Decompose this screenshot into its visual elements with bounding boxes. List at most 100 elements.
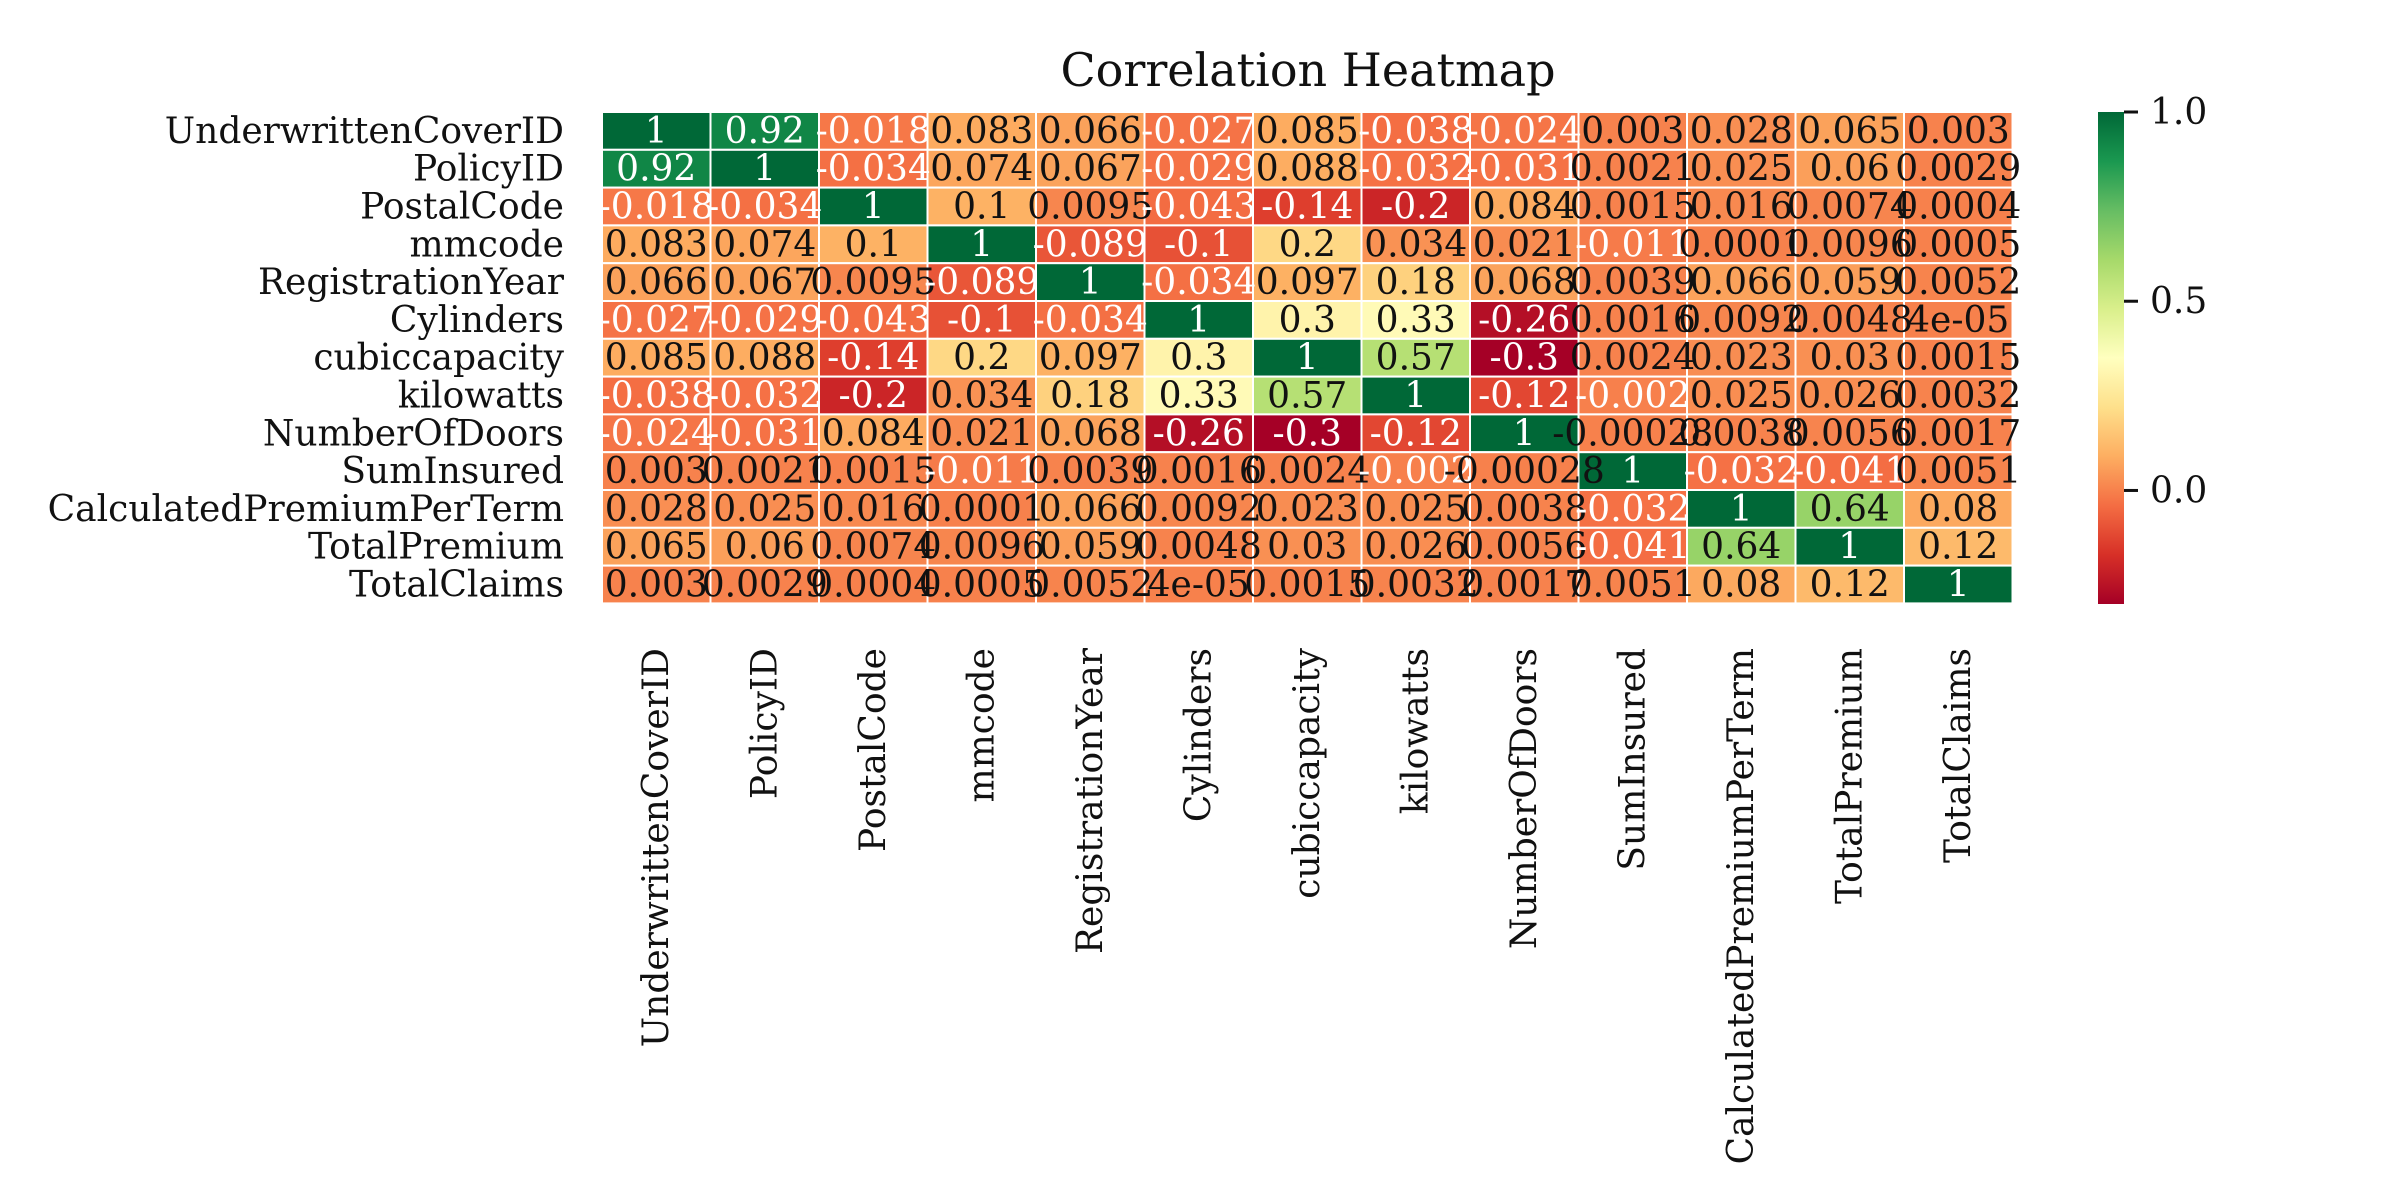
heatmap-cell-label: -0.2 — [1381, 187, 1450, 228]
heatmap-cell-label: 0.066 — [1039, 111, 1142, 152]
heatmap-cell-label: 0.026 — [1364, 527, 1467, 568]
heatmap-cell — [1794, 224, 1905, 265]
heatmap-cell — [1794, 300, 1905, 340]
heatmap-cell-label: -0.14 — [827, 338, 919, 379]
heatmap-cell — [1360, 111, 1471, 151]
heatmap-cell-label: 0.0074 — [810, 527, 936, 568]
heatmap-cell — [601, 111, 712, 151]
heatmap-cell-label: 1 — [1296, 338, 1319, 379]
row-label: TotalPremium — [308, 527, 564, 568]
heatmap-cell — [1360, 564, 1471, 605]
heatmap-cell-label: 0.92 — [725, 111, 805, 152]
heatmap-cell-label: -0.027 — [599, 300, 714, 341]
heatmap-cell-label: 0.066 — [1039, 489, 1142, 530]
column-label: TotalClaims — [1938, 648, 1979, 863]
heatmap-cell — [818, 148, 929, 189]
heatmap-cell — [926, 375, 1037, 416]
heatmap-cell-labels: 1 0.92 -0.018 0.083 0.066 -0.027 0.085 -0.038-0… — [599, 111, 2022, 606]
heatmap-cell-label: -0.3 — [1273, 413, 1342, 454]
heatmap-cell-label: 0.0016 — [1136, 451, 1262, 492]
heatmap-cell-label: -0.26 — [1478, 300, 1570, 341]
heatmap-cell-label: 0.083 — [930, 111, 1033, 152]
heatmap-cell-label: 0.068 — [1473, 262, 1576, 303]
heatmap-cell — [926, 300, 1037, 340]
heatmap-cell-label: 0.025 — [713, 489, 816, 530]
heatmap-cell-label: -0.031 — [1467, 149, 1582, 190]
heatmap-cell-label: 0.64 — [1810, 489, 1890, 530]
column-label: UnderwrittenCoverID — [636, 648, 677, 1047]
heatmap-cell-label: 0.084 — [822, 413, 925, 454]
heatmap-cell — [709, 489, 820, 529]
heatmap-cell-label: -0.043 — [1141, 187, 1256, 228]
heatmap-cell-label: -0.041 — [1792, 451, 1907, 492]
heatmap-cell-label: 0.0095 — [810, 262, 936, 303]
column-label: SumInsured — [1612, 648, 1653, 871]
heatmap-cell-label: 0.021 — [1473, 224, 1576, 265]
heatmap-cell — [1577, 300, 1688, 340]
heatmap-cell-label: 0.023 — [1690, 338, 1793, 379]
heatmap-cell-label: 0.0056 — [1787, 413, 1913, 454]
heatmap-cell-label: 0.2 — [953, 338, 1010, 379]
colorbar-tick-label: 0.0 — [2150, 470, 2207, 511]
heatmap-cell — [1469, 300, 1580, 340]
heatmap-cell — [1252, 526, 1363, 567]
heatmap-cell-label: 0.33 — [1159, 376, 1239, 417]
heatmap-cell-label: 0.0039 — [1570, 262, 1696, 303]
heatmap-cell-label: 4e-05 — [1907, 300, 2009, 341]
heatmap-cell — [1903, 148, 2014, 189]
heatmap-cell-label: 1 — [1947, 565, 1970, 606]
heatmap-cell-label: -0.032 — [1358, 149, 1473, 190]
heatmap-cell-label: 0.088 — [713, 338, 816, 379]
heatmap-cell — [1035, 564, 1146, 605]
heatmap-cell-label: 0.034 — [1364, 224, 1467, 265]
heatmap-cell-label: 0.003 — [605, 565, 708, 606]
column-label: RegistrationYear — [1070, 647, 1111, 954]
heatmap-cell-label: 0.0052 — [1895, 262, 2021, 303]
heatmap-cell-label: -0.034 — [1141, 262, 1256, 303]
heatmap-cell-label: 0.0021 — [702, 451, 828, 492]
heatmap-cell-label: 0.067 — [713, 262, 816, 303]
heatmap-cell-label: 0.059 — [1798, 262, 1901, 303]
heatmap-cell-label: 0.57 — [1376, 338, 1456, 379]
heatmap-cell — [1794, 451, 1905, 492]
heatmap-cell — [1143, 224, 1254, 265]
heatmap-cell — [1360, 413, 1471, 454]
heatmap-cell — [1903, 337, 2014, 378]
heatmap-cell — [1252, 300, 1363, 340]
heatmap-cell — [1360, 300, 1471, 340]
column-label: kilowatts — [1395, 648, 1436, 814]
heatmap-cell — [1360, 375, 1471, 416]
heatmap-cell — [1686, 337, 1797, 378]
heatmap-cell — [818, 186, 929, 227]
heatmap-cell — [1903, 224, 2014, 265]
heatmap-cell — [1686, 375, 1797, 416]
column-label: CalculatedPremiumPerTerm — [1721, 648, 1762, 1164]
heatmap-cell-label: -0.029 — [707, 300, 822, 341]
colorbar: 0.0 0.5 1.0 — [2098, 92, 2207, 604]
row-label: PostalCode — [360, 187, 564, 228]
heatmap-cell-label: 0.08 — [1918, 489, 1998, 530]
heatmap-cell — [1469, 224, 1580, 265]
heatmap-cell-label: 0.034 — [930, 376, 1033, 417]
heatmap-cell-label: 0.074 — [713, 224, 816, 265]
heatmap-cell-label: 0.085 — [1256, 111, 1359, 152]
heatmap-cell — [1794, 413, 1905, 454]
heatmap-cell — [818, 337, 929, 378]
row-label: NumberOfDoors — [263, 413, 564, 454]
heatmap-cell-label: 0.028 — [1690, 111, 1793, 152]
heatmap-cell-label: 0.0004 — [1895, 187, 2021, 228]
heatmap-cell-label: 0.33 — [1376, 300, 1456, 341]
heatmap-cell-label: 0.0056 — [1461, 527, 1587, 568]
heatmap-cell — [1252, 564, 1363, 605]
heatmap-cell-label: 1 — [753, 149, 776, 190]
heatmap-cell-label: -0.002 — [1575, 376, 1690, 417]
heatmap-cell-label: -0.031 — [707, 413, 822, 454]
heatmap-cell-label: 0.097 — [1256, 262, 1359, 303]
heatmap-cell-label: 0.0029 — [702, 565, 828, 606]
heatmap-cell — [1252, 224, 1363, 265]
heatmap-cell-label: 0.066 — [605, 262, 708, 303]
heatmap-cell — [1577, 451, 1688, 492]
heatmap-cell — [709, 300, 820, 340]
heatmap-cell — [926, 489, 1037, 529]
